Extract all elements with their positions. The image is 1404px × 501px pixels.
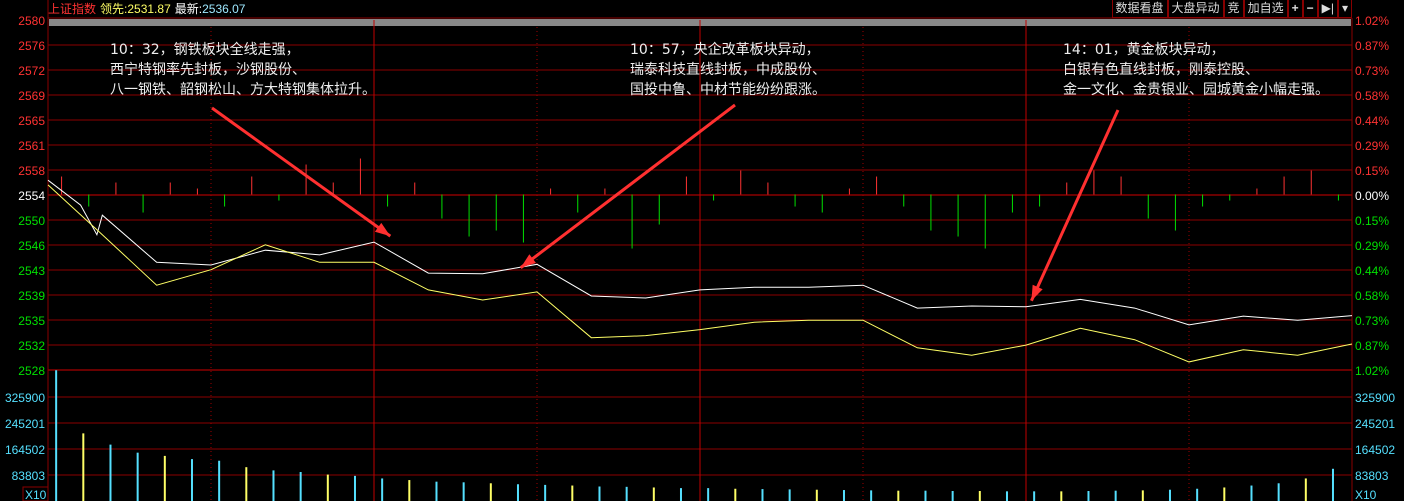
pct-tick-label: 0.15% (1355, 214, 1389, 228)
volume-unit-box (22, 486, 49, 501)
volume-unit: X10 (25, 488, 47, 501)
pct-tick-label: 0.00% (1355, 189, 1389, 203)
arrow-head-icon (520, 254, 536, 268)
volume-tick-label-right: 164502 (1355, 443, 1395, 457)
annotation-line: 金一文化、金贵银业、园城黄金小幅走强。 (1063, 82, 1329, 98)
price-tick-label: 2561 (18, 139, 45, 153)
header-bar: 上证指数 领先:2531.87 最新:2536.07 (48, 0, 1348, 18)
toolbar: 数据看盘 大盘异动 竞 加自选 + − ▶| ▾ (1111, 0, 1352, 18)
price-tick-label: 2569 (18, 89, 45, 103)
pct-tick-label: 1.02% (1355, 14, 1389, 28)
minus-icon[interactable]: − (1302, 0, 1318, 18)
volume-tick-label-right: 245201 (1355, 417, 1395, 431)
annotation-arrow (519, 103, 736, 269)
price-tick-label: 2572 (18, 64, 45, 78)
volume-tick-label: 245201 (5, 417, 45, 431)
price-tick-label: 2535 (18, 314, 45, 328)
price-tick-label: 2532 (18, 339, 45, 353)
pct-tick-label: 1.02% (1355, 364, 1389, 378)
lead-line (47, 184, 1353, 363)
volume-tick-label: 325900 (5, 391, 45, 405)
pct-tick-label: 0.87% (1355, 39, 1389, 53)
price-tick-label: 2554 (18, 189, 45, 203)
volume-tick-label-right: 325900 (1355, 391, 1395, 405)
auction-button[interactable]: 竞 (1223, 0, 1244, 18)
annotation-1401: 14：01，黄金板块异动， 白银有色直线封板，刚泰控股、 金一文化、金贵银业、园… (1063, 40, 1329, 100)
annotation-line: 八一钢铁、韶钢松山、方大特钢集体拉升。 (110, 82, 376, 98)
price-tick-label: 2580 (18, 14, 45, 28)
index-name: 上证指数 (48, 2, 97, 16)
lead-label: 领先: (100, 2, 128, 16)
arrow-head-icon (1031, 284, 1043, 301)
skip-end-icon[interactable]: ▶| (1317, 0, 1338, 18)
dropdown-icon[interactable]: ▾ (1337, 0, 1352, 18)
annotation-1032: 10：32，钢铁板块全线走强， 西宁特钢率先封板，沙钢股份、 八一钢铁、韶钢松山… (110, 40, 376, 100)
annotation-arrow (1030, 109, 1120, 302)
market-alert-button[interactable]: 大盘异动 (1167, 0, 1224, 18)
annotation-line: 西宁特钢率先封板，沙钢股份、 (110, 62, 306, 78)
volume-tick-label: 164502 (5, 443, 45, 457)
pct-tick-label: 0.58% (1355, 89, 1389, 103)
annotation-arrow (211, 106, 392, 238)
arrow-head-icon (374, 222, 391, 237)
lead-value: 2531.87 (127, 2, 171, 16)
pct-tick-label: 0.44% (1355, 114, 1389, 128)
add-watchlist-button[interactable]: 加自选 (1243, 0, 1288, 18)
price-tick-label: 2565 (18, 114, 45, 128)
price-tick-label: 2528 (18, 364, 45, 378)
volume-tick-label: 83803 (12, 469, 46, 483)
plus-icon[interactable]: + (1287, 0, 1303, 18)
pct-tick-label: 0.44% (1355, 264, 1389, 278)
latest-label: 最新: (174, 2, 203, 16)
pct-tick-label: 0.87% (1355, 339, 1389, 353)
price-tick-label: 2558 (18, 164, 45, 178)
price-tick-label: 2546 (18, 239, 45, 253)
latest-value: 2536.07 (202, 2, 246, 16)
price-tick-label: 2539 (18, 289, 45, 303)
pct-tick-label: 0.58% (1355, 289, 1389, 303)
data-view-button[interactable]: 数据看盘 (1111, 0, 1168, 18)
annotation-line: 14：01，黄金板块异动， (1063, 42, 1225, 58)
annotation-line: 瑞泰科技直线封板，中成股份、 (630, 62, 826, 78)
latest-line (47, 179, 1353, 326)
annotation-1057: 10：57，央企改革板块异动， 瑞泰科技直线封板，中成股份、 国投中鲁、中材节能… (630, 40, 826, 100)
price-tick-label: 2543 (18, 264, 45, 278)
pct-tick-label: 0.73% (1355, 64, 1389, 78)
annotation-line: 10：32，钢铁板块全线走强， (110, 42, 300, 58)
pct-tick-label: 0.15% (1355, 164, 1389, 178)
annotation-line: 10：57，央企改革板块异动， (630, 42, 820, 58)
annotation-line: 国投中鲁、中材节能纷纷跟涨。 (630, 82, 826, 98)
price-tick-label: 2550 (18, 214, 45, 228)
pct-tick-label: 0.29% (1355, 139, 1389, 153)
volume-unit-right: X10 (1355, 488, 1377, 501)
pct-tick-label: 0.29% (1355, 239, 1389, 253)
price-tick-label: 2576 (18, 39, 45, 53)
volume-tick-label-right: 83803 (1355, 469, 1389, 483)
annotation-line: 白银有色直线封板，刚泰控股、 (1063, 62, 1259, 78)
pct-tick-label: 0.73% (1355, 314, 1389, 328)
